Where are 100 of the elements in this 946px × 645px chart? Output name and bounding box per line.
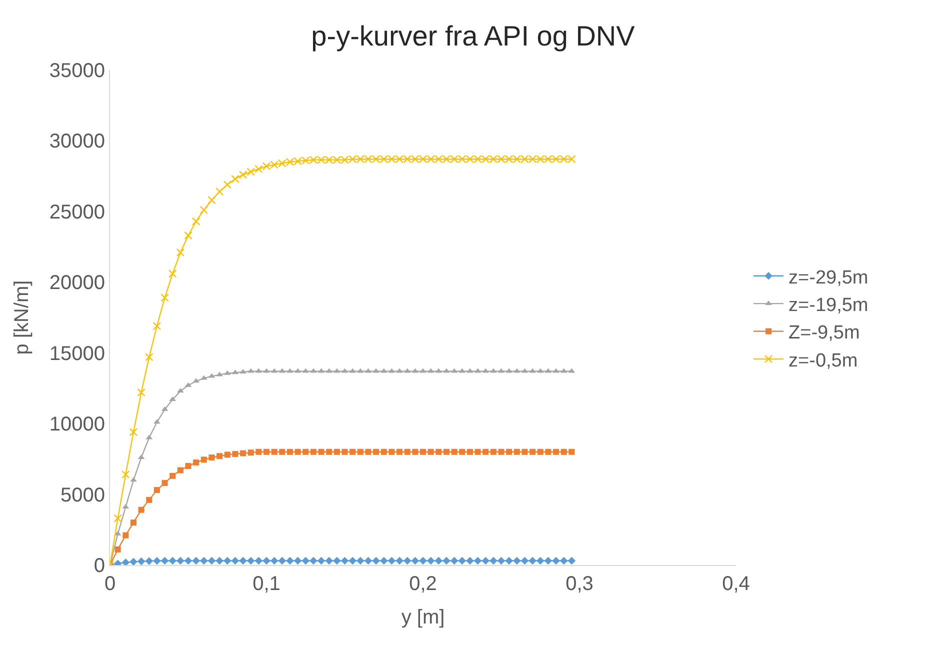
point xyxy=(505,556,513,565)
chart-title: p-y-kurver fra API og DNV xyxy=(311,20,636,52)
legend-label: Z=-9,5m xyxy=(788,322,860,344)
point xyxy=(396,368,403,373)
point xyxy=(137,557,146,565)
point xyxy=(326,448,332,455)
point xyxy=(520,556,529,565)
y-tick-label: 20000 xyxy=(49,272,105,294)
point xyxy=(145,557,154,565)
point xyxy=(318,448,324,455)
point xyxy=(317,556,326,565)
point xyxy=(380,448,387,455)
point xyxy=(162,480,168,486)
point xyxy=(294,448,301,455)
point xyxy=(490,556,498,565)
point xyxy=(256,448,262,455)
point xyxy=(262,556,270,565)
point xyxy=(302,448,309,455)
point xyxy=(568,448,575,455)
point xyxy=(264,448,270,455)
point xyxy=(192,556,200,565)
point xyxy=(263,368,270,373)
point xyxy=(403,556,412,565)
y-tick-label: 30000 xyxy=(49,130,105,153)
point xyxy=(200,456,207,463)
point xyxy=(514,448,520,455)
point xyxy=(240,450,246,456)
point xyxy=(334,448,340,455)
point xyxy=(411,556,420,565)
point xyxy=(426,556,435,565)
point xyxy=(145,353,154,362)
point xyxy=(560,556,568,565)
point xyxy=(208,196,216,204)
point xyxy=(270,556,278,565)
point xyxy=(342,448,348,455)
point xyxy=(184,556,192,565)
point xyxy=(450,556,458,565)
point xyxy=(231,556,240,565)
point xyxy=(553,448,560,455)
point xyxy=(396,448,403,455)
point xyxy=(388,448,395,455)
point xyxy=(130,520,136,526)
y-axis-title: p [kN/m] xyxy=(10,280,33,355)
point xyxy=(482,556,490,565)
point xyxy=(380,556,388,565)
point xyxy=(216,556,224,565)
point xyxy=(246,556,255,565)
point xyxy=(412,448,418,455)
point xyxy=(184,231,192,240)
point xyxy=(497,556,506,565)
point xyxy=(114,546,121,552)
point xyxy=(168,556,176,565)
point xyxy=(325,556,333,565)
point xyxy=(357,448,364,455)
point xyxy=(498,448,504,455)
point xyxy=(185,463,192,469)
point xyxy=(513,556,521,565)
point xyxy=(396,556,404,565)
point xyxy=(114,514,122,522)
point xyxy=(340,556,349,565)
legend-label: z=-0,5m xyxy=(788,350,858,372)
point xyxy=(474,556,482,565)
point xyxy=(356,556,364,565)
point xyxy=(200,206,208,214)
point xyxy=(310,556,318,565)
point xyxy=(466,556,474,565)
point xyxy=(522,448,528,455)
point xyxy=(152,322,162,330)
x-tick-label: 0,1 xyxy=(252,573,280,595)
point xyxy=(146,496,152,503)
point xyxy=(443,368,450,373)
point xyxy=(552,556,560,565)
point xyxy=(223,180,232,189)
point xyxy=(404,448,410,455)
legend-label: z=-29,5m xyxy=(788,267,868,288)
point xyxy=(170,472,176,479)
point xyxy=(466,448,473,455)
point xyxy=(434,556,443,565)
point xyxy=(536,556,544,565)
point xyxy=(122,532,129,538)
point xyxy=(153,557,161,565)
point xyxy=(223,556,232,565)
point xyxy=(364,556,372,565)
y-tick-label: 0 xyxy=(94,555,105,577)
point xyxy=(442,556,450,565)
point xyxy=(154,487,160,494)
y-tick-label: 15000 xyxy=(49,342,105,365)
point xyxy=(310,448,316,455)
y-tick-label: 35000 xyxy=(49,60,105,82)
point xyxy=(130,558,138,565)
point xyxy=(545,448,552,455)
x-tick-label: 0,4 xyxy=(722,573,750,595)
point xyxy=(530,448,536,455)
point xyxy=(176,248,185,257)
point xyxy=(168,270,177,278)
point xyxy=(208,454,215,461)
point xyxy=(420,368,426,373)
point xyxy=(458,556,466,565)
point xyxy=(443,448,450,455)
x-tick-label: 0,3 xyxy=(566,573,594,595)
